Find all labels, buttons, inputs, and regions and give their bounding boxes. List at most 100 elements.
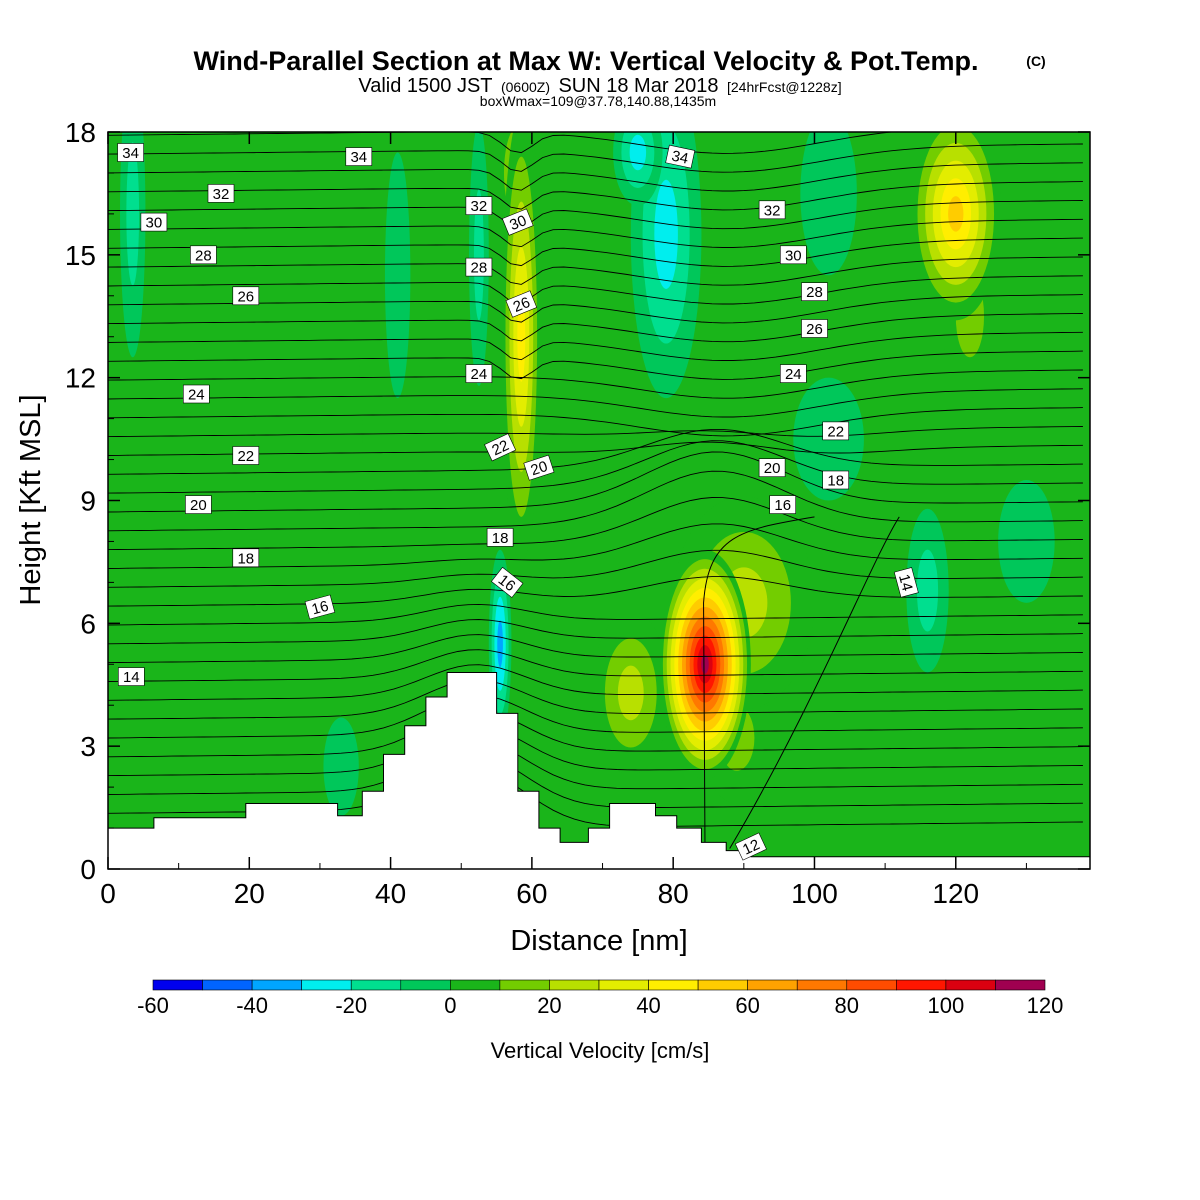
- theta-contour-line: [108, 470, 1083, 532]
- colorbar-swatch: [549, 979, 600, 991]
- w-band: [473, 189, 484, 321]
- y-tick-label: 3: [80, 731, 96, 762]
- y-tick-label: 0: [80, 854, 96, 885]
- theta-contour-line: [108, 739, 1083, 795]
- w-band: [629, 134, 647, 171]
- contour-label: 32: [758, 200, 786, 219]
- colorbar-tick-label: 40: [636, 993, 660, 1018]
- colorbar-swatch: [995, 979, 1046, 991]
- colorbar-label: Vertical Velocity [cm/s]: [491, 1038, 710, 1063]
- w-feature-downdraft-mid: [630, 132, 702, 399]
- colorbar-swatch: [202, 979, 253, 991]
- colorbar-swatch: [450, 979, 501, 991]
- colorbar-swatch: [301, 979, 352, 991]
- contour-label: 30: [140, 212, 168, 232]
- theta-contour-line: [108, 451, 1083, 513]
- x-tick-label: 80: [658, 878, 689, 909]
- colorbar-tick-label: -40: [236, 993, 268, 1018]
- x-tick-label: 20: [234, 878, 265, 909]
- colorbar-tick-label: -60: [137, 993, 169, 1018]
- w-band: [800, 132, 857, 276]
- y-tick-label: 18: [65, 117, 96, 148]
- theta-contour-line: [108, 426, 1083, 438]
- w-feature-updraft-left: [591, 611, 670, 775]
- colorbar-tick-label: 100: [928, 993, 965, 1018]
- contour-label-box: [769, 495, 797, 514]
- w-band: [948, 196, 964, 232]
- contour-label: 28: [801, 282, 828, 301]
- contour-label: 24: [779, 364, 807, 383]
- theta-contour-line: [108, 407, 1083, 437]
- contour-label: 20: [758, 458, 786, 477]
- contour-label: 34: [345, 147, 373, 166]
- contour-label: 32: [465, 196, 493, 215]
- contour-label-box: [345, 147, 373, 166]
- y-tick-label: 9: [80, 486, 96, 517]
- colorbar-swatch: [499, 979, 550, 991]
- contour-label-box: [185, 495, 212, 514]
- contour-label-text: 14: [123, 669, 140, 686]
- contour-label-box: [779, 364, 807, 383]
- theta-contour-line: [108, 143, 1083, 173]
- contour-label-text: 28: [471, 260, 488, 277]
- contour-label: 34: [117, 143, 144, 162]
- contour-label-text: 22: [827, 423, 844, 440]
- theta-contour-line: [108, 441, 1083, 456]
- contour-label-text: 24: [785, 366, 802, 383]
- contour-label: 30: [779, 245, 807, 264]
- w-feature-downdraft-top: [613, 132, 663, 206]
- contour-label-box: [140, 212, 168, 232]
- theta-contour-line: [108, 649, 1083, 682]
- theta-contour-line: [108, 634, 1083, 664]
- contour-label-box: [118, 667, 145, 686]
- vertical-velocity-field: [108, 132, 1090, 869]
- axes: 0 20 40 60 80 100 120 0 3 6 9 12 15 18: [65, 117, 1090, 909]
- contour-label-text: 12: [740, 836, 762, 858]
- theta-contour-line: [108, 497, 1083, 551]
- contour-label-text: 30: [507, 212, 529, 234]
- contour-label: 14: [118, 667, 145, 686]
- contour-label-box: [523, 454, 555, 481]
- theta-contour-line: [108, 256, 1083, 286]
- contour-label-box: [465, 257, 493, 277]
- copyright-mark: (C): [1026, 53, 1045, 69]
- contour-label: 28: [465, 257, 493, 277]
- theta-contour-line: [108, 619, 1083, 645]
- theta-contour-line: [108, 679, 1083, 720]
- w-band: [126, 142, 140, 286]
- contour-label: 14: [893, 567, 919, 598]
- box-wmax: boxWmax=109@37.78,140.88,1435m: [480, 93, 716, 109]
- w-feature-downdraft-right-low: [906, 508, 949, 673]
- theta-contour-line: [108, 350, 1083, 380]
- x-tick-label: 120: [932, 878, 979, 909]
- contour-label: 24: [183, 384, 210, 404]
- contour-label-box: [822, 470, 850, 490]
- contour-label-text: 32: [471, 198, 488, 215]
- w-feature-weak-up-mountain: [423, 533, 450, 632]
- contour-label-text: 26: [806, 321, 823, 338]
- contour-label: 24: [465, 364, 493, 383]
- contour-label: 26: [232, 286, 260, 305]
- contour-label-text: 32: [764, 202, 781, 219]
- contour-label-box: [801, 319, 828, 338]
- theta-contour-line: [108, 162, 1083, 192]
- contour-label: 34: [665, 144, 696, 169]
- colorbar-swatch: [846, 979, 897, 991]
- theta-contour-line: [108, 237, 1083, 267]
- contour-label: 28: [190, 245, 217, 264]
- contour-label: 16: [304, 594, 336, 620]
- w-band: [916, 549, 939, 632]
- contour-label: 18: [232, 548, 260, 568]
- theta-contour-line: [108, 132, 896, 154]
- contour-label-box: [232, 548, 260, 568]
- contour-label-box: [232, 446, 260, 465]
- contour-label-box: [501, 208, 534, 236]
- contour-label-text: 18: [492, 530, 509, 547]
- colorbar-tick-label: 60: [735, 993, 759, 1018]
- w-feature-downdraft-left-edge: [120, 132, 146, 358]
- contour-label-box: [822, 421, 850, 441]
- w-feature-downdraft-far-right: [998, 480, 1055, 603]
- w-band: [423, 533, 450, 632]
- theta-contour-line: [108, 181, 1083, 211]
- theta-contour-line: [108, 428, 1083, 475]
